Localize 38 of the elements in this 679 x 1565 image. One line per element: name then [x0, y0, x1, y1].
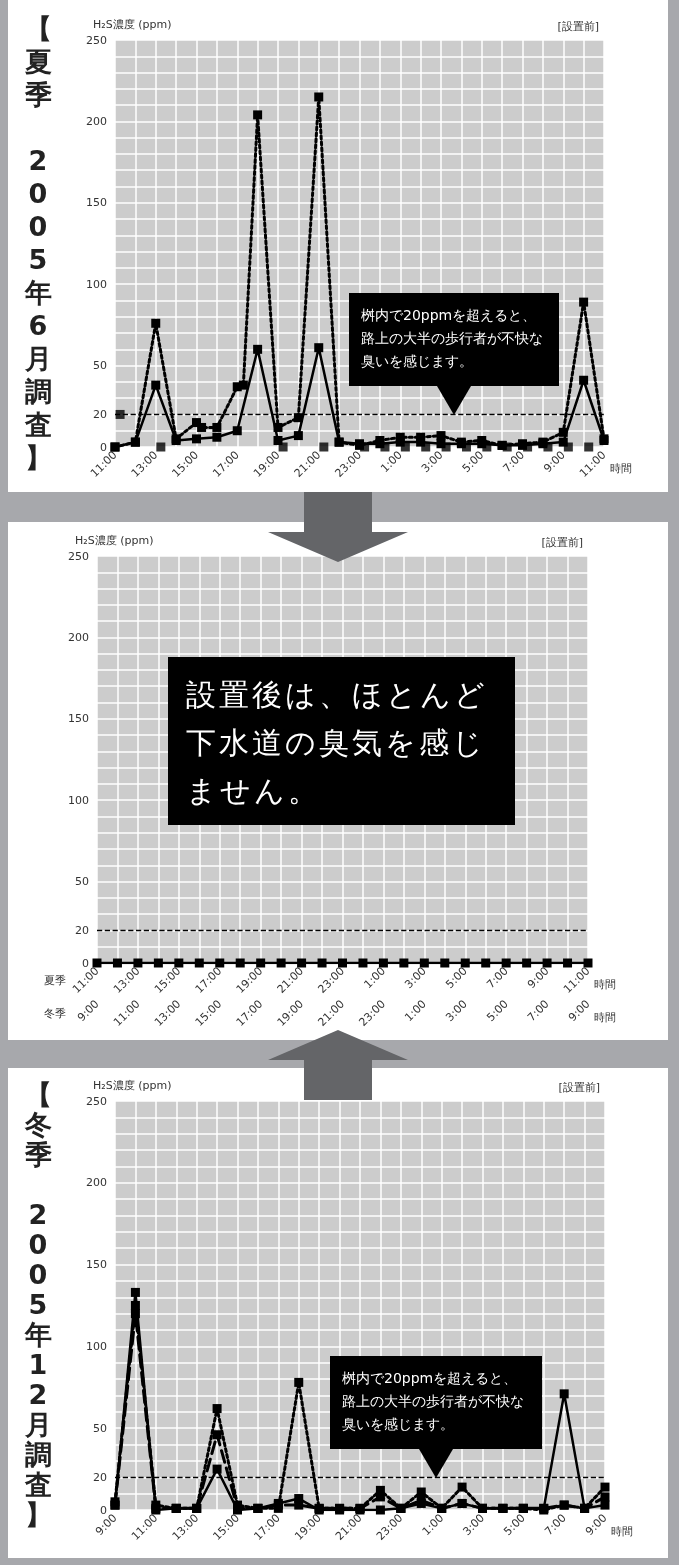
- y-tick-label: 0: [100, 440, 107, 454]
- y-tick-label: 50: [93, 1421, 107, 1435]
- y-tick-label: 150: [86, 1258, 107, 1272]
- x-axis-title: 時間: [611, 1525, 633, 1538]
- y-tick-label: 250: [86, 33, 107, 47]
- text: 夏季: [43, 973, 66, 988]
- y-tick-label: 50: [75, 875, 89, 889]
- chart-subtitle: [設置前]: [557, 20, 600, 33]
- y-axis-title: H₂S濃度 (ppm): [75, 534, 154, 547]
- y-axis-title: H₂S濃度 (ppm): [93, 1079, 172, 1092]
- chart-subtitle: [設置前]: [541, 536, 584, 549]
- y-tick-label: 250: [68, 549, 89, 563]
- y-tick-label: 100: [68, 793, 89, 807]
- y-tick-label: 0: [82, 956, 89, 970]
- x2-axis-title: 時間: [594, 1011, 616, 1024]
- y-tick-label: 200: [86, 1176, 107, 1190]
- x-axis-title: 時間: [610, 462, 632, 475]
- annotation: 桝内で20ppmを超えると、路上の大半の歩行者が不快な臭いを感じます。: [330, 1356, 542, 1449]
- x-axis-title: 時間: [594, 978, 616, 991]
- text: 冬季: [43, 1006, 66, 1021]
- y-tick-label: 100: [86, 277, 107, 291]
- chart-title: 【夏季 2005年6月調査】: [24, 13, 52, 473]
- y-tick-label: 200: [86, 114, 107, 128]
- y-tick-label: 150: [86, 196, 107, 210]
- y-tick-label: 50: [93, 359, 107, 373]
- y-tick-label: 100: [86, 1339, 107, 1353]
- y-tick-label: 0: [100, 1503, 107, 1517]
- y-tick-label: 150: [68, 712, 89, 726]
- y-tick-label: 200: [68, 630, 89, 644]
- annotation: 桝内で20ppmを超えると、路上の大半の歩行者が不快な臭いを感じます。: [349, 293, 559, 386]
- y-tick-label: 20: [93, 1470, 107, 1484]
- y-axis-title: H₂S濃度 (ppm): [93, 18, 172, 31]
- annotation: 設置後は、ほとんど下水道の臭気を感じません。: [168, 657, 515, 825]
- y-tick-label: 20: [75, 923, 89, 937]
- y-tick-label: 250: [86, 1094, 107, 1108]
- y-tick-label: 20: [93, 407, 107, 421]
- chart-title: 【冬季 2005年12月調査】: [24, 1079, 52, 1530]
- chart-subtitle: [設置前]: [558, 1081, 601, 1094]
